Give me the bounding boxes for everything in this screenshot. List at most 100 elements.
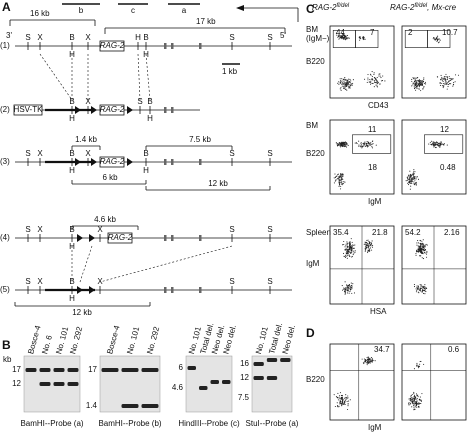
event-dot <box>341 85 343 87</box>
event-dot <box>437 143 439 145</box>
event-dot <box>344 256 346 258</box>
event-dot <box>366 141 368 143</box>
event-dot <box>367 239 369 241</box>
event-dot <box>340 185 342 187</box>
fragment-label: 1.4 kb <box>75 135 97 144</box>
marker-label: 12 <box>12 379 21 388</box>
loxp <box>77 286 83 294</box>
event-dot <box>337 404 339 407</box>
event-dot <box>406 179 408 181</box>
event-dot <box>420 399 422 401</box>
event-dot <box>418 406 420 408</box>
event-dot <box>343 181 345 183</box>
event-dot <box>340 80 342 82</box>
event-dot <box>420 242 422 245</box>
event-dot <box>411 78 413 81</box>
lane-label: No. 6 <box>40 334 54 355</box>
event-dot <box>344 403 346 405</box>
site-label: B <box>143 149 148 158</box>
event-dot <box>344 291 346 293</box>
event-dot <box>343 78 345 80</box>
event-dot <box>346 142 348 144</box>
event-dot <box>409 399 411 401</box>
event-dot <box>346 251 348 253</box>
event-dot <box>441 76 443 78</box>
event-dot <box>420 248 422 251</box>
event-dot <box>418 86 421 88</box>
event-dot <box>452 85 454 87</box>
event-dot <box>413 407 415 409</box>
dashed-link <box>79 245 93 283</box>
event-dot <box>378 73 380 75</box>
event-dot <box>367 77 369 79</box>
event-dot <box>346 241 348 243</box>
event-dot <box>347 255 349 257</box>
event-dot <box>380 77 382 79</box>
event-dot <box>346 242 349 244</box>
event-dot <box>422 258 425 260</box>
event-dot <box>351 84 353 86</box>
plot-frame <box>329 25 395 99</box>
plot-frame <box>401 25 467 99</box>
event-dot <box>371 71 373 73</box>
event-dot <box>339 188 342 190</box>
event-dot <box>416 176 418 178</box>
event-dot <box>353 252 355 254</box>
panel-label: D <box>306 326 315 340</box>
event-dot <box>442 87 444 89</box>
event-dot <box>345 143 347 145</box>
event-dot <box>417 178 420 180</box>
event-dot <box>364 141 366 143</box>
event-dot <box>343 37 345 40</box>
event-dot <box>422 287 424 289</box>
event-dot <box>351 247 353 249</box>
event-dot <box>433 146 435 148</box>
event-dot <box>348 78 350 80</box>
event-dot <box>409 181 411 183</box>
band <box>187 366 196 370</box>
site-label: X <box>37 149 43 158</box>
event-dot <box>363 358 365 360</box>
event-dot <box>373 73 375 76</box>
event-dot <box>417 394 419 396</box>
event-dot <box>349 249 351 251</box>
event-dot <box>446 76 448 78</box>
gate-name: BM <box>306 121 318 130</box>
exon <box>171 235 174 241</box>
event-dot <box>421 80 423 82</box>
event-dot <box>349 286 351 288</box>
event-dot <box>416 285 418 287</box>
event-dot <box>368 360 370 362</box>
event-dot <box>337 82 339 84</box>
event-dot <box>343 81 345 83</box>
fragment-label: 12 kb <box>208 179 228 188</box>
event-dot <box>342 34 344 36</box>
event-dot <box>349 241 351 243</box>
x-axis-label: IgM <box>368 197 382 206</box>
event-dot <box>340 398 342 400</box>
event-dot <box>413 368 415 370</box>
event-dot <box>417 240 419 242</box>
event-dot <box>349 290 351 292</box>
event-dot <box>346 35 349 37</box>
event-dot <box>419 284 421 286</box>
loxp <box>91 106 97 114</box>
column-header: RAG-2fl/del <box>312 3 350 13</box>
event-dot <box>352 79 354 81</box>
event-dot <box>344 36 346 38</box>
event-dot <box>345 244 347 246</box>
gate-value: 10.7 <box>442 28 458 37</box>
exon <box>164 107 167 113</box>
event-dot <box>345 248 347 250</box>
event-dot <box>366 356 368 359</box>
event-dot <box>439 82 442 84</box>
event-dot <box>420 285 422 287</box>
event-dot <box>412 400 415 402</box>
event-dot <box>339 35 341 37</box>
event-dot <box>412 77 414 79</box>
event-dot <box>366 244 368 246</box>
band <box>253 376 264 380</box>
event-dot <box>333 182 335 184</box>
event-dot <box>424 284 426 286</box>
event-dot <box>424 246 426 248</box>
